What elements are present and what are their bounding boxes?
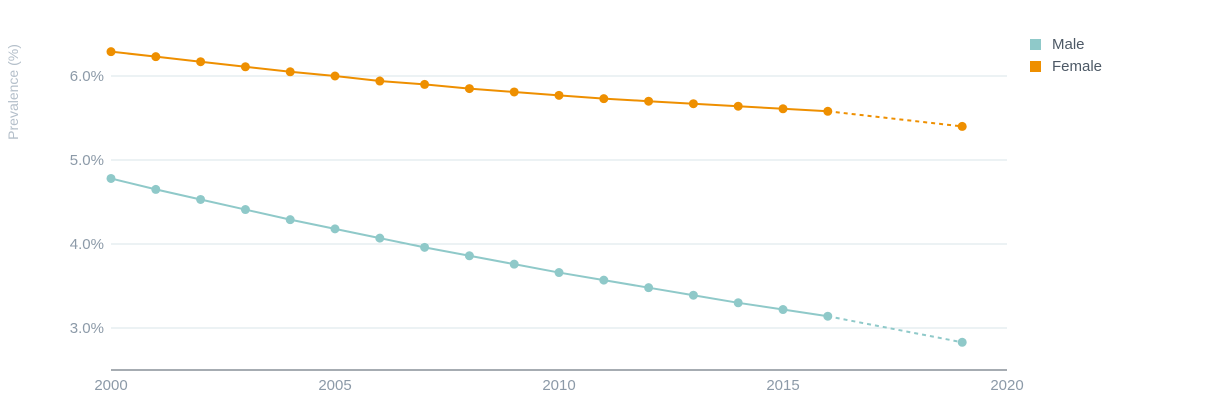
data-point[interactable] — [285, 215, 295, 225]
legend-label-female: Female — [1052, 57, 1103, 75]
y-tick-label: 3.0% — [70, 320, 104, 337]
legend-item-female[interactable]: Female — [1030, 55, 1102, 77]
data-point[interactable] — [554, 268, 564, 278]
data-point[interactable] — [285, 67, 295, 77]
data-point[interactable] — [778, 104, 788, 114]
data-point[interactable] — [778, 305, 788, 315]
x-tick-label: 2010 — [542, 377, 575, 394]
data-point[interactable] — [599, 94, 609, 104]
legend: Male Female — [1030, 33, 1102, 77]
data-point[interactable] — [240, 205, 250, 215]
data-point[interactable] — [196, 194, 206, 204]
data-point[interactable] — [375, 233, 385, 243]
data-point[interactable] — [644, 96, 654, 106]
data-point[interactable] — [330, 224, 340, 234]
y-tick-label: 4.0% — [70, 236, 104, 253]
y-axis-tick-labels: 3.0% 4.0% 5.0% 6.0% — [70, 68, 104, 337]
data-point[interactable] — [554, 90, 564, 100]
legend-item-male[interactable]: Male — [1030, 33, 1102, 55]
data-point[interactable] — [644, 283, 654, 293]
data-point[interactable] — [823, 106, 833, 116]
x-tick-label: 2020 — [990, 377, 1023, 394]
legend-swatch-male — [1030, 38, 1041, 50]
data-point[interactable] — [464, 84, 474, 94]
data-point[interactable] — [823, 311, 833, 321]
series-line-male — [110, 177, 828, 318]
y-tick-label: 5.0% — [70, 152, 104, 169]
data-point[interactable] — [688, 290, 698, 300]
x-tick-label: 2005 — [318, 377, 351, 394]
data-point[interactable] — [464, 251, 474, 261]
series-line-female — [110, 50, 828, 113]
data-point[interactable] — [106, 173, 116, 183]
data-point[interactable] — [420, 242, 430, 252]
y-axis-title: Prevalence (%) — [5, 44, 21, 140]
series-male — [106, 173, 967, 347]
data-point[interactable] — [151, 184, 161, 194]
legend-label-male: Male — [1052, 35, 1085, 53]
legend-swatch-female — [1030, 60, 1041, 72]
data-point[interactable] — [240, 62, 250, 72]
data-point[interactable] — [957, 337, 967, 347]
data-point[interactable] — [733, 101, 743, 111]
data-point[interactable] — [733, 298, 743, 308]
data-point[interactable] — [509, 259, 519, 269]
data-point[interactable] — [509, 87, 519, 97]
series — [106, 47, 967, 347]
data-point[interactable] — [330, 71, 340, 81]
x-tick-label: 2000 — [94, 377, 127, 394]
gridlines — [111, 75, 1007, 329]
x-axis-tick-labels: 2000 2005 2010 2015 2020 — [94, 377, 1023, 394]
data-point[interactable] — [599, 275, 609, 285]
series-female — [106, 47, 967, 131]
series-line-projection-male — [827, 315, 963, 344]
data-point[interactable] — [957, 121, 967, 131]
x-tick-label: 2015 — [766, 377, 799, 394]
data-point[interactable] — [375, 76, 385, 86]
y-tick-label: 6.0% — [70, 68, 104, 85]
data-point[interactable] — [196, 57, 206, 67]
data-point[interactable] — [151, 52, 161, 62]
data-point[interactable] — [106, 47, 116, 57]
data-point[interactable] — [420, 79, 430, 89]
series-line-projection-female — [827, 110, 963, 128]
data-point[interactable] — [688, 99, 698, 109]
